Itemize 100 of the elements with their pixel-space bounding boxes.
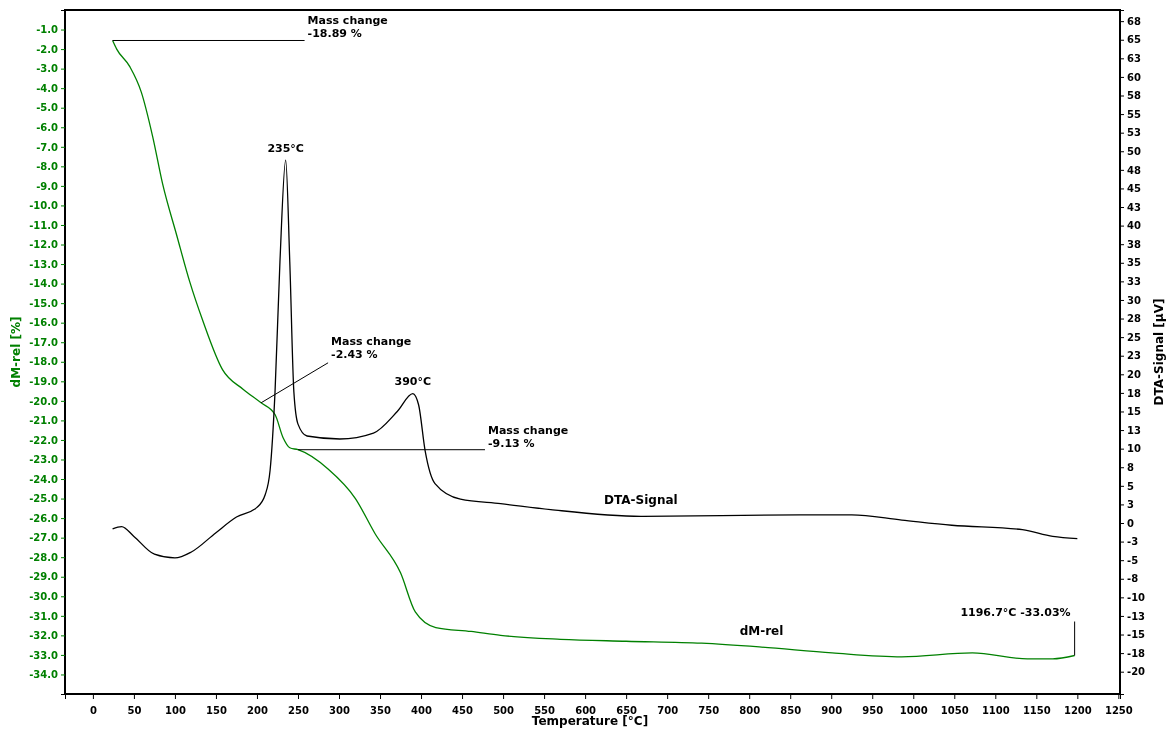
y-tick-label: -11.0	[29, 219, 59, 231]
x-tick-label: 450	[452, 705, 474, 716]
y2-tick-label: 53	[1127, 127, 1141, 139]
y2-tick-label: 43	[1127, 201, 1141, 213]
y2-tick-label: 45	[1127, 183, 1141, 195]
y2-tick-label: 48	[1127, 164, 1141, 176]
y-tick-label: -26.0	[29, 512, 59, 524]
annotation: 235°C	[267, 142, 304, 156]
y-tick-label: -23.0	[29, 454, 59, 466]
x-tick-label: 500	[493, 705, 515, 716]
y2-tick-label: 28	[1127, 313, 1141, 325]
y2-tick-label: 55	[1127, 108, 1141, 120]
y-tick-label: -31.0	[29, 610, 59, 622]
x-tick-label: 400	[411, 705, 433, 716]
y2-tick-label: -10	[1127, 592, 1146, 604]
series-label: dM-rel	[739, 624, 784, 639]
y2-tick-label: 20	[1127, 369, 1141, 380]
y-tick-label: -28.0	[29, 551, 59, 563]
y-tick-label: -13.0	[29, 258, 59, 270]
y2-tick-label: 3	[1127, 499, 1134, 511]
y-tick-label: -25.0	[29, 493, 59, 505]
y-tick-label: -15.0	[29, 297, 59, 309]
annotation: Mass change -18.89 %	[307, 14, 388, 41]
x-tick-label: 300	[329, 705, 350, 716]
y-tick-label: -20.0	[29, 395, 59, 407]
y2-tick-label: 18	[1127, 387, 1141, 399]
y-tick-label: -16.0	[29, 317, 59, 329]
y-tick-label: -18.0	[29, 356, 59, 368]
y-tick-label: -19.0	[29, 376, 59, 388]
y-tick-label: -22.0	[29, 434, 59, 446]
y2-tick-label: -13	[1127, 610, 1146, 622]
y2-tick-label: 68	[1127, 15, 1141, 27]
x-tick-label: 1200	[1063, 705, 1092, 716]
y2-tick-label: 8	[1127, 461, 1134, 473]
y-tick-label: -9.0	[36, 180, 59, 192]
y-tick-label: -30.0	[29, 590, 59, 602]
x-tick-label: 1250	[1104, 705, 1133, 716]
y-axis-title: dM-rel [%]	[9, 316, 23, 388]
y-tick-label: -3.0	[36, 63, 59, 75]
y2-tick-label: 0	[1127, 517, 1134, 529]
x-tick-label: 100	[164, 705, 186, 716]
x-tick-label: 1000	[899, 705, 928, 716]
y-tick-label: -14.0	[29, 278, 59, 290]
y2-tick-label: -8	[1127, 573, 1139, 585]
y2-tick-label: -15	[1127, 629, 1146, 641]
x-tick-label: 600	[575, 705, 597, 716]
y-tick-label: -24.0	[29, 473, 59, 485]
y2-tick-label: 25	[1127, 331, 1141, 343]
line-series	[111, 39, 1076, 660]
y-tick-label: -2.0	[36, 43, 59, 55]
y-tick-label: -29.0	[29, 571, 59, 583]
y2-axis-title: DTA-Signal [µV]	[1152, 298, 1166, 406]
y2-tick-label: 58	[1127, 90, 1141, 102]
y-tick-label: -34.0	[29, 669, 59, 681]
y2-tick-label: -20	[1127, 666, 1146, 678]
annotation: Mass change -2.43 %	[331, 334, 412, 361]
x-tick-label: 950	[862, 705, 884, 716]
y2-tick-label: -5	[1127, 554, 1139, 566]
y2-tick-label: 5	[1127, 480, 1134, 492]
y2-tick-label: 23	[1127, 350, 1141, 362]
y2-tick-label: 15	[1127, 406, 1141, 418]
x-tick-label: 650	[616, 705, 638, 716]
y2-tick-label: 60	[1127, 71, 1141, 83]
x-tick-label: 1050	[940, 705, 969, 716]
x-tick-label: 700	[657, 705, 679, 716]
y-tick-label: -32.0	[29, 630, 59, 642]
x-tick-label: 550	[534, 705, 556, 716]
x-tick-label: 350	[370, 705, 391, 716]
y2-tick-label: 33	[1127, 276, 1141, 288]
x-tick-label: 750	[698, 705, 720, 716]
y2-tick-label: 35	[1127, 257, 1141, 269]
x-tick-label: 800	[739, 705, 761, 716]
y-tick-label: -10.0	[29, 200, 59, 212]
y2-tick-label: 63	[1127, 53, 1141, 65]
y-tick-label: -8.0	[36, 161, 59, 173]
y-tick-label: -17.0	[29, 336, 59, 348]
y-tick-label: -4.0	[36, 82, 59, 94]
y-tick-label: -5.0	[36, 102, 59, 114]
y2-tick-label: 13	[1127, 424, 1141, 436]
x-tick-label: 1100	[981, 705, 1010, 716]
y2-tick-label: 30	[1127, 294, 1141, 306]
y-tick-label: -6.0	[36, 121, 59, 133]
annotation: 390°C	[394, 375, 432, 389]
annotation: 1196.7°C -33.03%	[960, 605, 1071, 619]
x-axis-title: Temperature [°C]	[531, 714, 649, 728]
y-tick-label: -7.0	[36, 141, 59, 153]
y2-tick-label: 10	[1127, 443, 1141, 455]
line-series	[111, 159, 1078, 559]
y2-tick-label: 40	[1127, 220, 1141, 232]
y2-tick-label: -3	[1127, 536, 1139, 548]
y-tick-label: -33.0	[29, 649, 59, 661]
y2-tick-label: 65	[1127, 34, 1141, 46]
y-tick-label: -21.0	[29, 415, 59, 427]
x-tick-label: 50	[127, 705, 142, 716]
y2-tick-label: 50	[1127, 145, 1141, 157]
x-tick-label: 0	[89, 705, 97, 716]
series-label: DTA-Signal	[604, 493, 678, 508]
y-tick-label: -27.0	[29, 532, 59, 544]
x-tick-label: 900	[821, 705, 843, 716]
x-tick-label: 1150	[1022, 705, 1051, 716]
